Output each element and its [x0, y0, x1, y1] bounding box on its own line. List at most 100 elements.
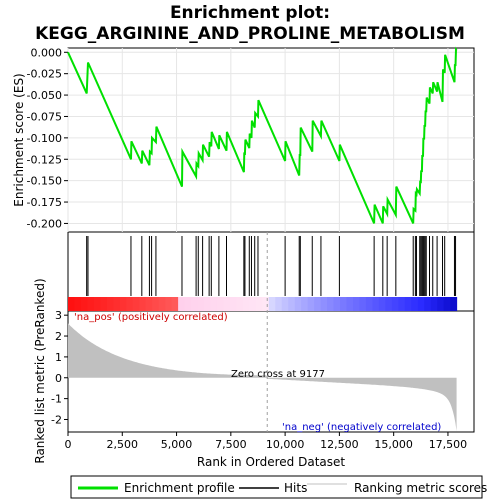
colorbar-segment: [320, 297, 328, 311]
colorbar-segment: [145, 297, 153, 311]
colorbar-segment: [68, 297, 75, 311]
colorbar-segment: [398, 297, 406, 311]
colorbar-segment: [80, 297, 88, 311]
es-y-tick-label: -0.100: [27, 132, 62, 145]
x-tick-label: 15,000: [374, 438, 413, 451]
colorbar-segment: [443, 297, 451, 311]
colorbar-segment: [178, 297, 186, 311]
ranking-colorbar: [68, 297, 458, 311]
colorbar-segment: [281, 297, 289, 311]
colorbar-segment: [74, 297, 82, 311]
colorbar-segment: [87, 297, 95, 311]
x-axis: 0 2,500 5,000 7,500 10,000 12,500 15,000 17,500: [65, 432, 468, 451]
metric-y-tick-label: -2: [51, 413, 62, 426]
colorbar-segment: [404, 297, 412, 311]
colorbar-segment: [327, 297, 335, 311]
colorbar-segment: [301, 297, 309, 311]
metric-y-tick-label: -1: [51, 393, 62, 406]
x-tick-label: 5,000: [161, 438, 193, 451]
colorbar-segment: [216, 297, 224, 311]
es-panel-frame: [67, 47, 475, 233]
es-y-tick-label: -0.200: [27, 217, 62, 230]
metric-y-axis-label: Ranked list metric (PreRanked): [33, 278, 47, 463]
enrichment-profile-line: [67, 46, 458, 224]
colorbar-segment: [126, 297, 134, 311]
colorbar-segment: [210, 297, 218, 311]
es-axis: 0.000 -0.025 -0.050 -0.075 -0.100 -0.125 -0.15…: [27, 46, 68, 230]
x-tick-label: 17,500: [429, 438, 468, 451]
x-tick-label: 0: [65, 438, 72, 451]
colorbar-segment: [255, 297, 263, 311]
colorbar-segment: [93, 297, 101, 311]
colorbar-segment: [417, 297, 425, 311]
colorbar-segment: [223, 297, 231, 311]
legend-box: [70, 475, 483, 499]
colorbar-segment: [333, 297, 341, 311]
legend-enrichment-label: Enrichment profile: [124, 481, 235, 495]
es-y-tick-label: -0.175: [27, 196, 62, 209]
hits-group: [86, 236, 457, 296]
legend-ranking-label: Ranking metric scores: [354, 481, 487, 495]
colorbar-segment: [378, 297, 386, 311]
colorbar-segment: [165, 297, 173, 311]
chart-title-line1: Enrichment plot:: [170, 3, 330, 23]
x-tick-label: 2,500: [107, 438, 139, 451]
colorbar-segment: [139, 297, 147, 311]
colorbar-segment: [430, 297, 438, 311]
es-y-tick-label: -0.125: [27, 153, 62, 166]
colorbar-segment: [268, 297, 276, 311]
es-y-tick-label: -0.025: [27, 68, 62, 81]
colorbar-segment: [288, 297, 296, 311]
metric-y-tick-label: 3: [55, 309, 62, 322]
ranking-metric-area: [68, 323, 457, 431]
es-y-tick-label: -0.050: [27, 89, 62, 102]
colorbar-segment: [372, 297, 380, 311]
colorbar-segment: [152, 297, 160, 311]
es-gridlines: [67, 48, 474, 232]
x-tick-label: 12,500: [320, 438, 359, 451]
colorbar-segment: [249, 297, 257, 311]
colorbar-segment: [352, 297, 360, 311]
pos-correlated-label: 'na_pos' (positively correlated): [74, 312, 228, 323]
colorbar-segment: [236, 297, 244, 311]
es-y-tick-label: -0.075: [27, 110, 62, 123]
metric-axis: 3 2 1 0 -1 -2: [51, 309, 68, 426]
colorbar-segment: [106, 297, 114, 311]
colorbar-segment: [437, 297, 445, 311]
colorbar-segment: [119, 297, 127, 311]
colorbar-segment: [346, 297, 354, 311]
colorbar-segment: [113, 297, 121, 311]
colorbar-segment: [424, 297, 432, 311]
es-y-tick-label: -0.150: [27, 175, 62, 188]
x-tick-label: 10,000: [266, 438, 305, 451]
colorbar-segment: [411, 297, 419, 311]
colorbar-segment: [307, 297, 315, 311]
colorbar-segment: [242, 297, 250, 311]
es-line-group: [67, 46, 458, 224]
colorbar-segment: [340, 297, 348, 311]
zero-cross-label: Zero cross at 9177: [231, 369, 325, 380]
colorbar-segment: [171, 297, 179, 311]
es-y-axis-label: Enrichment score (ES): [12, 73, 26, 206]
colorbar-segment: [204, 297, 211, 311]
colorbar-segment: [262, 297, 270, 311]
colorbar-segment: [314, 297, 322, 311]
colorbar-segment: [391, 297, 399, 311]
colorbar-segment: [191, 297, 199, 311]
colorbar-segment: [294, 297, 302, 311]
colorbar-segment: [359, 297, 367, 311]
colorbar-segment: [197, 297, 205, 311]
colorbar-segment: [385, 297, 393, 311]
x-axis-label: Rank in Ordered Dataset: [197, 455, 345, 469]
es-y-tick-label: 0.000: [31, 46, 63, 59]
colorbar-segment: [158, 297, 166, 311]
metric-group: [68, 232, 457, 432]
colorbar-segment: [100, 297, 108, 311]
colorbar-segment: [365, 297, 373, 311]
legend-hits-label: Hits: [284, 481, 307, 495]
x-tick-label: 7,500: [215, 438, 247, 451]
chart-title-line2: KEGG_ARGININE_AND_PROLINE_METABOLISM: [35, 24, 465, 44]
metric-y-tick-label: 2: [55, 330, 62, 343]
colorbar-segment: [132, 297, 140, 311]
colorbar-segment: [184, 297, 192, 311]
